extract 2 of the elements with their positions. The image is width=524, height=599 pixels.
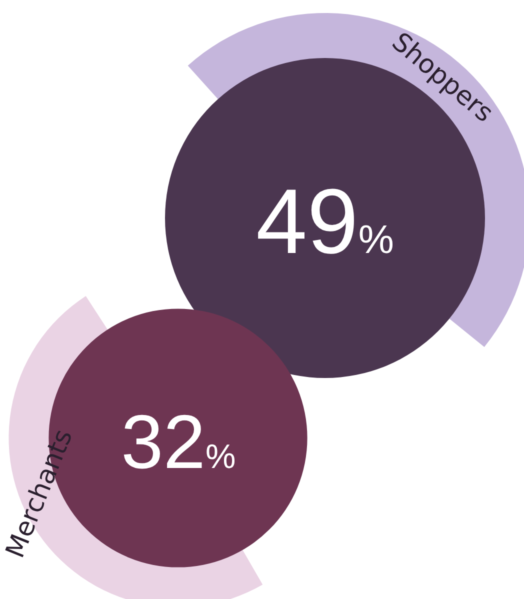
data-label: 49% — [256, 171, 394, 273]
data-label: 32% — [121, 400, 236, 485]
